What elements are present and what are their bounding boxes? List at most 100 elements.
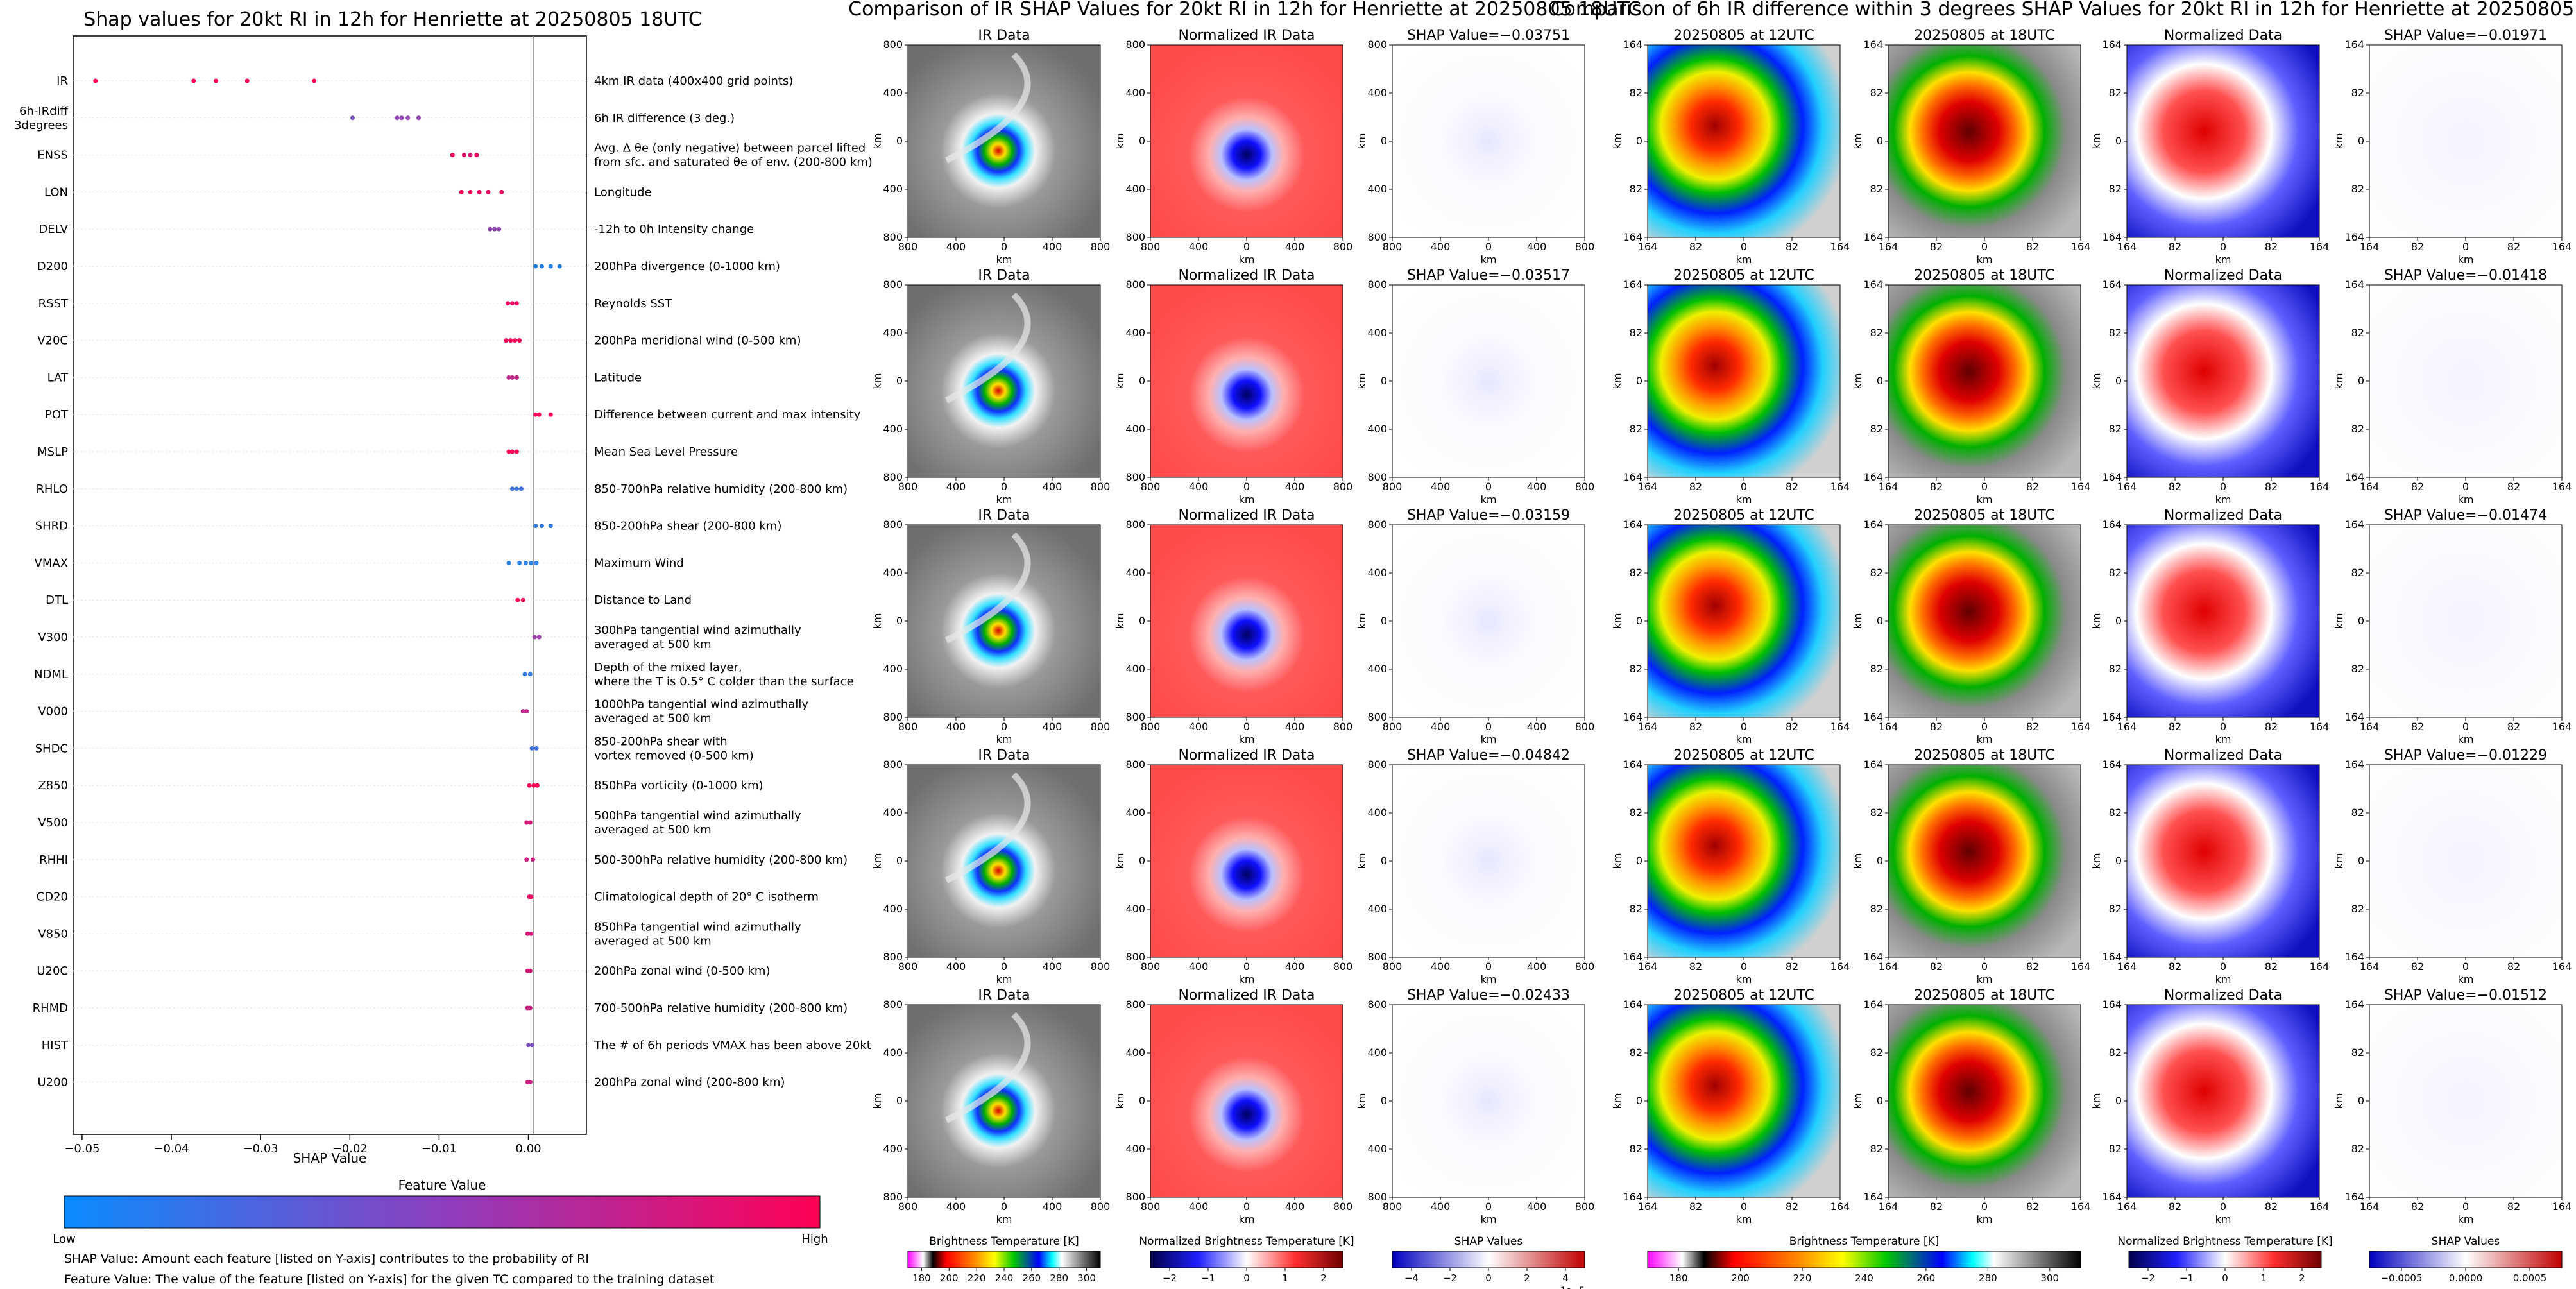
- colorbar-label: Brightness Temperature [K]: [1789, 1235, 1939, 1248]
- ir-comparison-panel: Comparison of IR SHAP Values for 20kt RI…: [848, 0, 1641, 1289]
- y-tick-label: 164: [2344, 951, 2364, 963]
- x-tick-label: 0: [1485, 481, 1492, 493]
- x-tick-label: 82: [2411, 241, 2424, 253]
- x-tick-label: 82: [1689, 960, 1702, 973]
- x-tick-label: 164: [2117, 1200, 2137, 1213]
- x-tick-label: 164: [2071, 481, 2091, 493]
- y-tick-label: 800: [1367, 471, 1387, 483]
- feature-description-label: 4km IR data (400x400 grid points): [594, 74, 793, 88]
- y-tick-label: 800: [1367, 231, 1387, 243]
- subplot-title: 20250805 at 12UTC: [1673, 747, 1814, 764]
- heatmap-image: [1647, 524, 1841, 718]
- x-tick-label: 164: [1638, 721, 1658, 733]
- y-tick-label: 164: [2102, 278, 2122, 291]
- x-axis-label: km: [1239, 253, 1255, 266]
- shap-point: [506, 560, 511, 565]
- heatmap-image: [1392, 1004, 1585, 1198]
- subplot-title: Normalized IR Data: [1178, 28, 1315, 44]
- subplot-title: IR Data: [978, 268, 1030, 284]
- shap-point: [514, 301, 519, 306]
- shap-point: [557, 264, 562, 269]
- feature-name-label: MSLP: [37, 445, 68, 459]
- x-axis-label: km: [1239, 493, 1255, 506]
- x-tick-label: 82: [1786, 721, 1798, 733]
- y-tick-label: 400: [1367, 567, 1387, 579]
- shap-point: [513, 338, 518, 343]
- feature-description-label: The # of 6h periods VMAX has been above …: [593, 1039, 871, 1052]
- x-tick-label: 0: [1741, 481, 1747, 493]
- y-tick-label: 82: [2109, 327, 2122, 339]
- shap-point: [534, 746, 539, 751]
- shap-point: [529, 1043, 534, 1048]
- y-tick-label: 164: [2344, 758, 2364, 771]
- subplot-title: IR Data: [978, 508, 1030, 524]
- feature-name-label: DTL: [46, 593, 68, 607]
- subplot-title: SHAP Value=−0.01971: [2384, 28, 2547, 44]
- x-tick-label: 800: [1575, 241, 1595, 253]
- y-axis-label: km: [871, 853, 883, 869]
- x-tick-label: 164: [2071, 241, 2091, 253]
- y-axis-label: km: [1356, 373, 1368, 389]
- y-tick-label: 800: [883, 518, 903, 531]
- difference-colorbars: Brightness Temperature [K] 180 200 220 240 26…: [1647, 1235, 2563, 1284]
- x-tick-label: 0: [1741, 1200, 1747, 1213]
- shap-point: [527, 1005, 533, 1011]
- feature-name-label: RHHI: [39, 853, 68, 867]
- y-axis-label: km: [2333, 373, 2345, 389]
- x-tick-label: 164: [2360, 481, 2380, 493]
- x-axis-label: km: [2215, 253, 2231, 266]
- x-tick-label: 82: [1786, 241, 1798, 253]
- x-tick-label: 800: [1091, 960, 1111, 973]
- heatmap-image: [1888, 524, 2081, 718]
- subplot-title: 20250805 at 18UTC: [1914, 987, 2055, 1003]
- x-tick-label: 800: [898, 241, 918, 253]
- x-tick-label: 0: [2220, 960, 2226, 973]
- y-axis-label: km: [1114, 1093, 1126, 1109]
- x-tick-label: 82: [2265, 481, 2278, 493]
- x-tick-label: 82: [2169, 721, 2181, 733]
- y-tick-label: 164: [2102, 518, 2122, 531]
- feature-name-label: D200: [37, 260, 68, 273]
- y-tick-label: 164: [2102, 758, 2122, 771]
- subplot-title: IR Data: [978, 747, 1030, 764]
- y-tick-label: 0: [1381, 375, 1387, 387]
- y-axis-label: km: [1611, 1093, 1623, 1109]
- heatmap-image: [907, 764, 1101, 958]
- x-tick-label: 0: [1001, 960, 1007, 973]
- shap-point: [510, 486, 515, 491]
- feature-description-label: 200hPa zonal wind (0-500 km): [594, 964, 771, 978]
- x-tick-label: 164: [2310, 960, 2330, 973]
- y-tick-label: 400: [1125, 1046, 1145, 1059]
- x-axis-label: km: [1736, 973, 1752, 986]
- feature-name-label: SHDC: [35, 742, 68, 755]
- subplot-title: SHAP Value=−0.01229: [2384, 747, 2547, 764]
- x-axis-label: km: [996, 493, 1012, 506]
- colorbar-tick-label: 180: [1669, 1272, 1688, 1284]
- heatmap-image: [2126, 284, 2320, 478]
- shap-point: [514, 375, 519, 380]
- x-tick-label: 0: [2462, 721, 2469, 733]
- x-tick-label: 0: [1243, 241, 1250, 253]
- x-tick-label: 0: [1243, 481, 1250, 493]
- heatmap-image: [1392, 44, 1585, 238]
- feature-name-label: RSST: [38, 297, 69, 311]
- feature-name-label: V300: [38, 631, 68, 644]
- shap-point: [244, 78, 250, 83]
- heatmap-image: [1888, 1004, 2081, 1198]
- heatmap-image: [2369, 284, 2563, 478]
- y-tick-label: 0: [2115, 855, 2122, 867]
- shap-point: [506, 301, 511, 306]
- feature-description-label: where the T is 0.5° C colder than the su…: [594, 675, 854, 688]
- feature-name-label: VMAX: [35, 556, 69, 570]
- y-axis-label: km: [1611, 373, 1623, 389]
- y-tick-label: 0: [2115, 135, 2122, 147]
- x-tick-label: 82: [1930, 960, 1943, 973]
- colorbar-low-label: Low: [53, 1233, 75, 1246]
- y-tick-label: 82: [2109, 663, 2122, 675]
- shap-point: [533, 264, 538, 269]
- feature-description-label: 200hPa meridional wind (0-500 km): [594, 334, 801, 348]
- y-tick-label: 800: [883, 471, 903, 483]
- x-tick-label: 82: [1930, 1200, 1943, 1213]
- x-axis-label: km: [1977, 973, 1993, 986]
- x-tick-label: 0: [1485, 721, 1492, 733]
